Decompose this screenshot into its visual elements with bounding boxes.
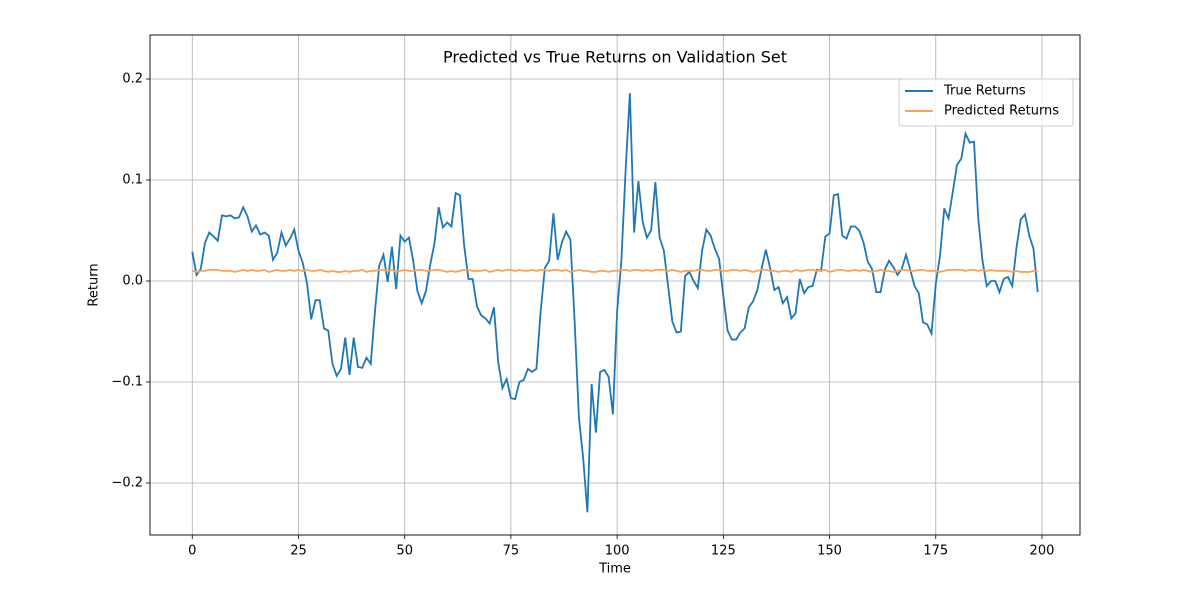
legend-box: [898, 78, 1074, 127]
x-tick-label: 150: [817, 544, 842, 559]
y-tick-label: −0.1: [111, 375, 143, 390]
y-tick-label: 0.1: [122, 173, 143, 188]
y-tick-label: 0.0: [122, 274, 143, 289]
plot-frame: [149, 34, 1081, 536]
chart-title: Predicted vs True Returns on Validation …: [443, 48, 787, 67]
x-axis-label: Time: [598, 562, 631, 577]
x-tick-label: 50: [396, 544, 413, 559]
y-axis-label: Return: [87, 263, 102, 306]
x-tick-label: 25: [290, 544, 307, 559]
x-tick-label: 125: [711, 544, 736, 559]
legend-label: True Returns: [943, 84, 1026, 99]
x-tick-label: 75: [503, 544, 520, 559]
x-tick-label: 0: [188, 544, 196, 559]
data-line: [192, 268, 1038, 273]
x-tick-label: 200: [1030, 544, 1055, 559]
y-tick-label: −0.2: [111, 475, 143, 490]
data-line: [191, 93, 1039, 513]
legend-label: Predicted Returns: [944, 104, 1059, 119]
x-tick-label: 100: [605, 544, 630, 559]
y-tick-label: 0.2: [122, 72, 143, 87]
x-tick-label: 175: [923, 544, 948, 559]
